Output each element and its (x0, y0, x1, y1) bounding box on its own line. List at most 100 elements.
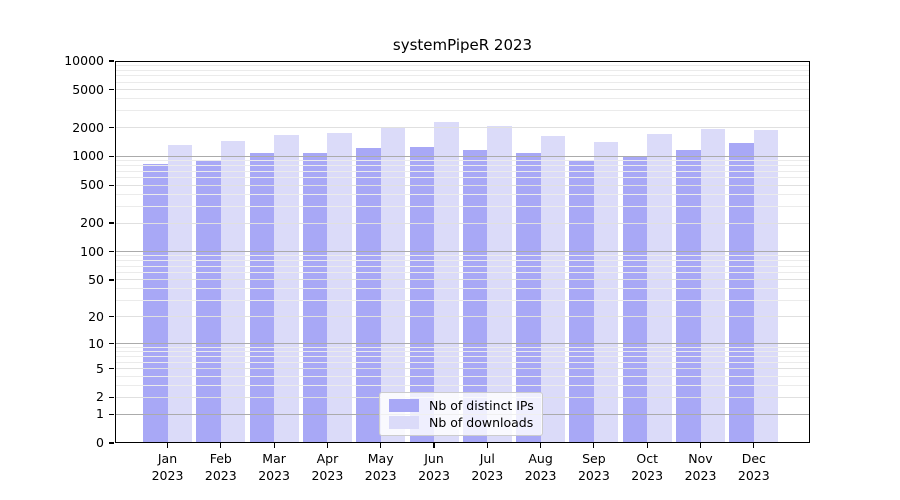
y-tick-label-2000: 2000 (72, 119, 104, 135)
x-tick-label-apr: Apr 2023 (311, 451, 344, 483)
y-tick-label-1000: 1000 (72, 148, 104, 164)
gridline-3000 (115, 110, 810, 112)
y-tick-label-0: 0 (96, 435, 104, 450)
y-tick-label-50: 50 (88, 271, 104, 287)
y-tick-label-500: 500 (80, 177, 104, 193)
y-tick-1 (109, 413, 114, 415)
bar-nb-of-downloads-may (380, 127, 406, 443)
bar-nb-of-distinct-ips-jan (143, 164, 168, 443)
bar-nb-of-distinct-ips-dec (729, 143, 754, 443)
y-tick-5000 (109, 89, 114, 91)
gridline-900 (115, 160, 810, 162)
y-tick-label-200: 200 (80, 215, 104, 231)
bar-nb-of-distinct-ips-apr (302, 152, 328, 443)
x-tick-aug (540, 443, 542, 448)
legend-item-distinct-ips: Nb of distinct IPs (389, 397, 534, 414)
bar-nb-of-distinct-ips-mar (249, 153, 275, 443)
legend-item-downloads: Nb of downloads (389, 414, 533, 431)
gridline-1000 (115, 155, 810, 158)
gridline-50 (115, 279, 810, 281)
bar-nb-of-downloads-sep (593, 142, 619, 443)
gridline-7000 (115, 75, 810, 77)
gridline-9000 (115, 64, 810, 66)
x-tick-jan (166, 443, 169, 448)
gridline-9 (115, 347, 810, 348)
bar-nb-of-downloads-jan (167, 145, 192, 443)
gridline-40 (115, 288, 810, 290)
bar-nb-of-downloads-dec (753, 130, 779, 443)
y-tick-1000 (109, 155, 114, 158)
y-tick-10000 (109, 60, 114, 62)
x-tick-may (380, 443, 382, 448)
legend-label-downloads: Nb of downloads (429, 415, 534, 430)
y-tick-10 (109, 342, 114, 345)
y-tick-2000 (109, 127, 114, 129)
gridline-500 (115, 184, 810, 186)
x-tick-label-jul: Jul 2023 (471, 451, 504, 483)
gridline-4 (115, 375, 810, 377)
x-tick-label-jun: Jun 2023 (418, 451, 450, 483)
y-tick-50 (109, 279, 114, 281)
y-tick-label-10: 10 (88, 335, 104, 351)
x-tick-apr (326, 443, 328, 448)
gridline-4000 (115, 98, 810, 100)
y-tick-2 (109, 396, 114, 399)
legend-swatch-distinct-ips (389, 399, 419, 412)
gridline-5000 (115, 89, 810, 91)
y-tick-label-20: 20 (88, 308, 104, 324)
gridline-800 (115, 165, 810, 167)
gridline-400 (115, 193, 810, 195)
bar-nb-of-distinct-ips-may (356, 148, 381, 443)
y-tick-5 (109, 368, 114, 370)
gridline-20 (115, 316, 810, 318)
bar-nb-of-distinct-ips-oct (622, 156, 648, 443)
gridline-70 (115, 265, 810, 267)
gridline-200 (115, 222, 810, 224)
y-tick-label-5: 5 (96, 360, 104, 376)
gridline-700 (115, 170, 810, 172)
x-tick-dec (753, 443, 755, 448)
x-tick-label-jan: Jan 2023 (151, 451, 184, 483)
gridline-7 (115, 356, 810, 358)
bar-nb-of-downloads-nov (700, 129, 725, 443)
y-tick-label-1: 1 (96, 406, 104, 422)
bar-nb-of-downloads-jun (434, 122, 459, 443)
x-tick-jul (486, 443, 488, 448)
x-tick-label-aug: Aug 2023 (524, 451, 557, 483)
legend: Nb of distinct IPs Nb of downloads (379, 392, 543, 436)
grid-layer (115, 61, 810, 443)
gridline-6 (115, 361, 810, 363)
y-tick-0 (109, 442, 114, 444)
gridline-6000 (115, 81, 810, 83)
x-tick-mar (273, 443, 275, 448)
y-tick-20 (109, 316, 114, 318)
gridline-90 (115, 255, 810, 257)
legend-swatch-downloads (389, 416, 419, 429)
y-tick-label-100: 100 (80, 243, 104, 259)
y-tick-500 (109, 184, 114, 186)
y-tick-label-5000: 5000 (72, 81, 104, 97)
x-tick-sep (593, 443, 595, 448)
y-tick-100 (109, 250, 114, 253)
x-tick-oct (646, 443, 648, 448)
plot-area: Nb of distinct IPs Nb of downloads (115, 61, 810, 443)
gridline-80 (115, 260, 810, 262)
x-tick-label-may: May 2023 (364, 451, 397, 483)
chart-title: systemPipeR 2023 (392, 36, 533, 54)
bar-nb-of-downloads-jul (487, 126, 512, 443)
bar-nb-of-distinct-ips-nov (676, 150, 701, 443)
bar-nb-of-distinct-ips-sep (569, 160, 594, 443)
x-tick-feb (220, 443, 222, 448)
x-tick-label-nov: Nov 2023 (684, 451, 717, 483)
gridline-10 (115, 342, 810, 345)
legend-label-distinct-ips: Nb of distinct IPs (429, 398, 534, 413)
gridline-300 (115, 205, 810, 207)
x-tick-label-mar: Mar 2023 (258, 451, 290, 483)
gridline-2000 (115, 127, 810, 129)
y-tick-label-2: 2 (96, 389, 104, 405)
gridline-8000 (115, 69, 810, 71)
x-tick-label-oct: Oct 2023 (631, 451, 664, 483)
gridline-8 (115, 351, 810, 353)
